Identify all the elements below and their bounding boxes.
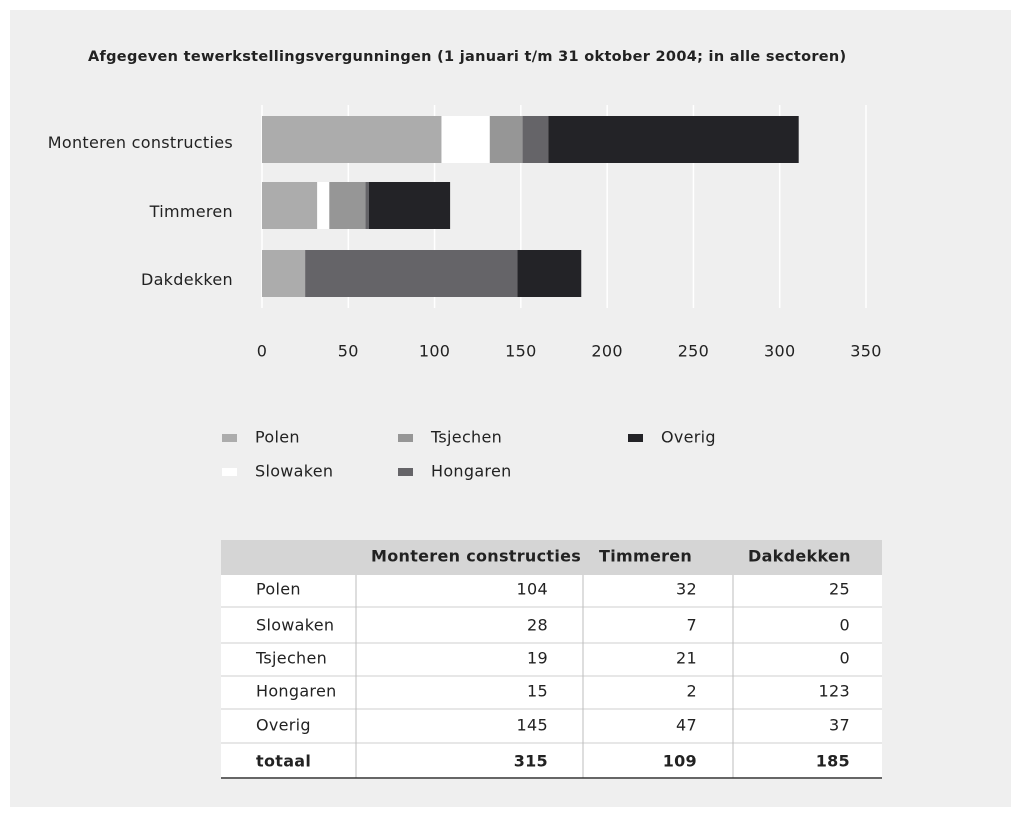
table-cell: 0 — [840, 616, 850, 635]
y-tick-label: Dakdekken — [141, 270, 233, 289]
bar-segment — [262, 182, 318, 229]
bar-segment — [441, 116, 490, 163]
legend-label: Polen — [255, 428, 300, 447]
table-cell: 123 — [819, 682, 850, 701]
legend-swatch — [398, 434, 413, 442]
bar-segment — [262, 116, 442, 163]
legend-swatch — [222, 468, 237, 476]
table-cell: 104 — [517, 580, 548, 599]
bar-segment — [368, 182, 451, 229]
table-cell: 7 — [687, 616, 697, 635]
table-cell: 0 — [840, 649, 850, 668]
y-tick-label: Timmeren — [149, 202, 233, 221]
legend-label: Tsjechen — [430, 428, 502, 447]
x-tick-label: 200 — [591, 342, 622, 361]
y-tick-label: Monteren constructies — [48, 133, 233, 152]
table-cell: 19 — [527, 649, 548, 668]
table-cell: 25 — [829, 580, 850, 599]
legend-label: Slowaken — [255, 462, 333, 481]
table-total-cell: 109 — [663, 752, 697, 771]
x-tick-label: 0 — [257, 342, 267, 361]
x-tick-label: 350 — [850, 342, 881, 361]
table-cell: 37 — [829, 716, 850, 735]
table-row-label: Tsjechen — [255, 649, 327, 668]
legend-label: Overig — [661, 428, 716, 447]
table-total-cell: 185 — [816, 752, 850, 771]
bar-segment — [305, 250, 518, 297]
table-background — [221, 540, 882, 779]
table-cell: 2 — [687, 682, 697, 701]
bar-segment — [262, 250, 306, 297]
table-row-label: Hongaren — [256, 682, 337, 701]
table-header: Dakdekken — [748, 547, 851, 566]
table-cell: 145 — [517, 716, 548, 735]
table-total-cell: 315 — [514, 752, 548, 771]
x-tick-label: 150 — [505, 342, 536, 361]
table-cell: 28 — [527, 616, 548, 635]
bar-segment — [317, 182, 330, 229]
legend-swatch — [628, 434, 643, 442]
bar-segment — [522, 116, 549, 163]
table-cell: 21 — [676, 649, 697, 668]
table-header: Timmeren — [599, 547, 692, 566]
bar-segment — [517, 250, 582, 297]
x-tick-label: 100 — [419, 342, 450, 361]
table-row-label: Overig — [256, 716, 311, 735]
bar-segment — [548, 116, 799, 163]
table-cell: 47 — [676, 716, 697, 735]
x-tick-label: 250 — [678, 342, 709, 361]
table-header: Monteren constructies — [371, 547, 581, 566]
bar-segment — [365, 182, 369, 229]
legend-swatch — [222, 434, 237, 442]
table-header-background — [221, 540, 882, 575]
table-total-label: totaal — [256, 752, 311, 771]
table-cell: 32 — [676, 580, 697, 599]
table-row-label: Slowaken — [256, 616, 334, 635]
legend-label: Hongaren — [431, 462, 512, 481]
bar-segment — [329, 182, 366, 229]
bar-segment — [489, 116, 523, 163]
table-cell: 15 — [527, 682, 548, 701]
chart-title: Afgegeven tewerkstellingsvergunningen (1… — [88, 49, 846, 65]
x-tick-label: 50 — [338, 342, 359, 361]
legend-swatch — [398, 468, 413, 476]
table-row-label: Polen — [256, 580, 301, 599]
x-tick-label: 300 — [764, 342, 795, 361]
